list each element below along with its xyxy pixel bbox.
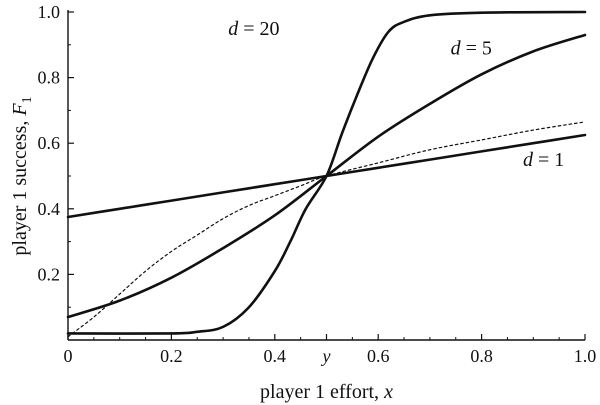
ticks: 0 0.2 0.4 y 0.6 0.8 1.0 0.2 0.4 0.6 0.8 1.0 bbox=[38, 2, 597, 366]
y-tick-label: 0.2 bbox=[38, 264, 61, 284]
series-labels: d = 1 d = 5 d = 20 bbox=[228, 18, 564, 171]
y-axis-label: player 1 success, F1 bbox=[9, 96, 35, 255]
series-lines bbox=[66, 10, 587, 338]
y-tick-label: 1.0 bbox=[38, 2, 61, 22]
series-line-d-20 bbox=[66, 10, 587, 335]
series-line-dotted bbox=[67, 121, 586, 338]
x-tick-label: y bbox=[321, 346, 331, 366]
x-tick-label: 0.8 bbox=[470, 346, 493, 366]
x-axis-label: player 1 effort, x bbox=[260, 381, 393, 403]
series-label-d-1: d = 1 bbox=[523, 149, 564, 171]
x-tick-label: 1.0 bbox=[574, 346, 597, 366]
axis-labels: player 1 effort, x player 1 success, F1 bbox=[9, 96, 393, 403]
y-tick-label: 0.6 bbox=[38, 133, 61, 153]
series-label-d-20: d = 20 bbox=[228, 18, 279, 40]
x-tick-label: 0 bbox=[64, 346, 73, 366]
y-tick-label: 0.8 bbox=[38, 68, 61, 88]
x-tick-label: 0.4 bbox=[264, 346, 287, 366]
y-tick-label: 0.4 bbox=[38, 199, 61, 219]
x-tick-label: 0.2 bbox=[160, 346, 183, 366]
x-tick-label: 0.6 bbox=[367, 346, 390, 366]
series-label-d-5: d = 5 bbox=[451, 38, 492, 60]
